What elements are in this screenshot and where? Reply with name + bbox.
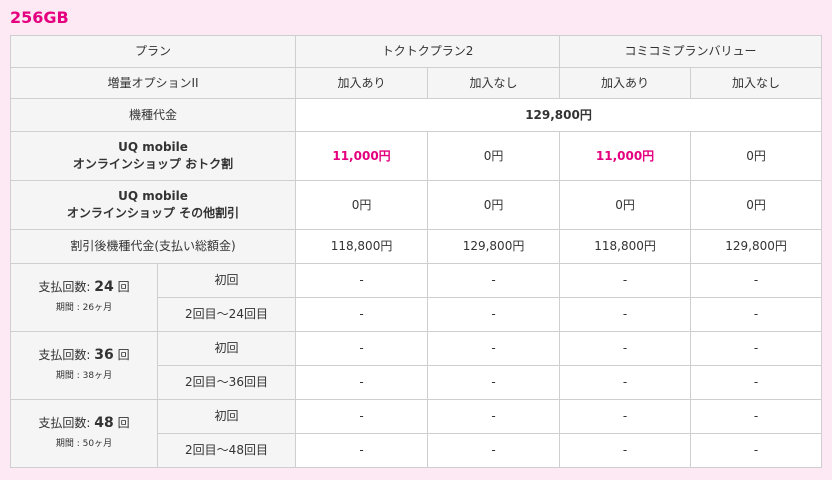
cell: 加入なし bbox=[690, 67, 823, 99]
cell: 11,000円 bbox=[559, 131, 692, 181]
cell: - bbox=[295, 331, 429, 366]
prefix: 支払回数: bbox=[38, 347, 91, 362]
cell: - bbox=[427, 365, 561, 400]
suffix: 回 bbox=[117, 347, 130, 362]
title: 256GB bbox=[10, 8, 69, 27]
table-row: 支払回数: 24 回期間 : 26ヶ月 初回 - - - - bbox=[10, 263, 823, 332]
cell: 0円 bbox=[690, 131, 823, 181]
cell: 支払回数: 36 回期間 : 38ヶ月 bbox=[10, 331, 158, 400]
cell: 機種代金 bbox=[9, 98, 297, 132]
table-row: 支払回数: 48 回期間 : 50ヶ月 初回 - - - - bbox=[10, 399, 823, 468]
cell: - bbox=[690, 331, 823, 366]
table-row: 2回目〜48回目 - - - - bbox=[11, 433, 823, 468]
cell: 2回目〜36回目 bbox=[156, 365, 297, 400]
cell: - bbox=[427, 399, 561, 434]
cell: 加入なし bbox=[427, 67, 561, 99]
cell: - bbox=[690, 263, 823, 298]
cell: - bbox=[427, 297, 561, 332]
cell: - bbox=[690, 399, 823, 434]
cell: 0円 bbox=[690, 180, 823, 230]
cell: - bbox=[690, 297, 823, 332]
cell: 2回目〜24回目 bbox=[156, 297, 297, 332]
period: 期間 : 26ヶ月 bbox=[55, 302, 113, 313]
cell: UQ mobile オンラインショップ おトク割 bbox=[9, 131, 297, 181]
cell: プラン bbox=[9, 35, 297, 68]
cell: 支払回数: 24 回期間 : 26ヶ月 bbox=[10, 263, 158, 332]
cell: - bbox=[295, 365, 429, 400]
suffix: 回 bbox=[117, 415, 130, 430]
table-row: UQ mobile オンラインショップ おトク割 11,000円 0円 11,000円… bbox=[9, 131, 823, 181]
table-row: 機種代金 129,800円 bbox=[9, 98, 823, 132]
cell: 支払回数: 48 回期間 : 50ヶ月 bbox=[10, 399, 158, 468]
count: 48 bbox=[94, 414, 114, 431]
cell: 2回目〜48回目 bbox=[156, 433, 297, 468]
cell: 初回 bbox=[156, 263, 297, 298]
cell: - bbox=[295, 263, 429, 298]
cell: 加入あり bbox=[559, 67, 692, 99]
cell: 118,800円 bbox=[559, 229, 692, 264]
cell: - bbox=[559, 263, 692, 298]
cell: UQ mobile オンラインショップ その他割引 bbox=[9, 180, 297, 230]
cell: - bbox=[559, 433, 692, 468]
cell: - bbox=[295, 399, 429, 434]
cell: 129,800円 bbox=[427, 229, 561, 264]
cell: - bbox=[427, 263, 561, 298]
cell: トクトクプラン2 bbox=[295, 35, 561, 68]
prefix: 支払回数: bbox=[38, 415, 91, 430]
table-row: 2回目〜24回目 - - - - bbox=[11, 297, 823, 332]
price-table: プラン トクトクプラン2 コミコミプランバリュー 増量オプションII 加入あり 加入なし加… bbox=[9, 35, 823, 468]
cell: 0円 bbox=[427, 131, 561, 181]
table-row: プラン トクトクプラン2 コミコミプランバリュー bbox=[9, 35, 823, 68]
cell: 割引後機種代金(支払い総額金) bbox=[9, 229, 297, 264]
cell: 0円 bbox=[427, 180, 561, 230]
cell: 11,000円 bbox=[295, 131, 429, 181]
suffix: 回 bbox=[117, 279, 130, 294]
cell: - bbox=[559, 297, 692, 332]
table-row: UQ mobile オンラインショップ その他割引 0円 0円 0円 0円 bbox=[9, 180, 823, 230]
cell: 初回 bbox=[156, 399, 297, 434]
count: 36 bbox=[94, 346, 114, 363]
cell: コミコミプランバリュー bbox=[559, 35, 823, 68]
count: 24 bbox=[94, 278, 114, 295]
cell: - bbox=[427, 331, 561, 366]
cell: - bbox=[690, 365, 823, 400]
cell: - bbox=[559, 399, 692, 434]
cell: 0円 bbox=[559, 180, 692, 230]
cell: - bbox=[559, 331, 692, 366]
period: 期間 : 38ヶ月 bbox=[55, 370, 113, 381]
table-row: 増量オプションII 加入あり 加入なし 加入あり 加入なし bbox=[9, 67, 823, 99]
cell: 0円 bbox=[295, 180, 429, 230]
cell: 増量オプションII bbox=[9, 67, 297, 99]
cell: - bbox=[295, 433, 429, 468]
cell: - bbox=[690, 433, 823, 468]
period: 期間 : 50ヶ月 bbox=[55, 438, 113, 449]
cell: - bbox=[295, 297, 429, 332]
prefix: 支払回数: bbox=[38, 279, 91, 294]
table-row: 支払回数: 36 回期間 : 38ヶ月 初回 - - - - bbox=[10, 331, 823, 400]
cell: 初回 bbox=[156, 331, 297, 366]
cell: - bbox=[427, 433, 561, 468]
cell: 129,800円 bbox=[295, 98, 823, 132]
cell: - bbox=[559, 365, 692, 400]
cell: 加入あり bbox=[295, 67, 429, 99]
cell: 118,800円 bbox=[295, 229, 429, 264]
cell: 129,800円 bbox=[690, 229, 823, 264]
table-row: 割引後機種代金(支払い総額金) 118,800円 129,800円 118,800円 1… bbox=[9, 229, 823, 264]
